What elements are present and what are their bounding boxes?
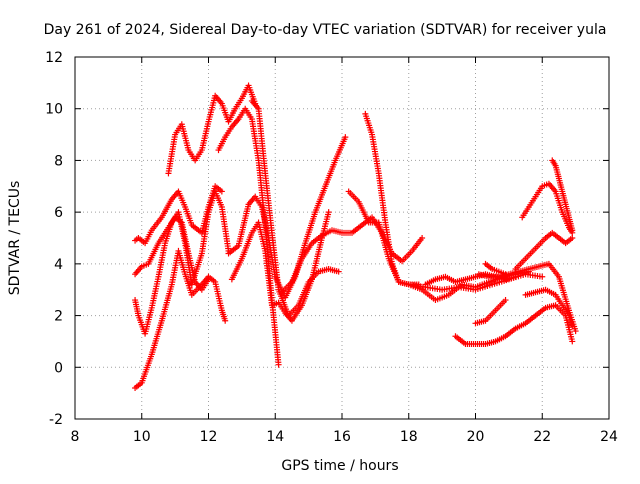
x-tick-label: 22 <box>533 429 551 445</box>
y-axis-label: SDTVAR / TECUs <box>7 181 23 296</box>
x-tick-label: 24 <box>600 429 618 445</box>
data-point <box>539 273 546 280</box>
y-tick-label: -2 <box>49 412 63 428</box>
chart-title: Day 261 of 2024, Sidereal Day-to-day VTE… <box>44 22 607 38</box>
y-tick-label: 8 <box>54 153 63 169</box>
series-track-16 <box>475 260 579 335</box>
data-point <box>569 235 576 241</box>
x-tick-label: 20 <box>467 429 485 445</box>
data-point <box>572 328 579 335</box>
x-tick-label: 12 <box>200 429 218 445</box>
data-point <box>335 268 342 275</box>
data-point <box>275 361 282 368</box>
series-track-22 <box>549 157 576 234</box>
x-tick-label: 10 <box>133 429 151 445</box>
x-tick-label: 16 <box>333 429 351 445</box>
x-tick-label: 14 <box>266 429 284 445</box>
data-point <box>342 134 349 141</box>
y-tick-label: 6 <box>54 205 63 221</box>
data-point <box>222 317 229 324</box>
series-track-20 <box>512 229 576 273</box>
data-point <box>205 276 212 283</box>
series-track-2 <box>132 183 225 247</box>
data-point <box>325 209 332 216</box>
series-track-3 <box>132 188 232 337</box>
x-tick-label: 18 <box>400 429 418 445</box>
y-tick-label: 0 <box>54 360 63 376</box>
series-track-15 <box>452 302 576 348</box>
series-track-12 <box>345 188 532 304</box>
series-track-18 <box>482 260 509 278</box>
x-axis-label: GPS time / hours <box>281 458 398 474</box>
series-track-21 <box>522 286 576 329</box>
series-track-13 <box>405 271 546 293</box>
y-tick-label: 2 <box>54 309 63 325</box>
data-point <box>419 235 426 241</box>
data-points <box>132 82 579 391</box>
data-point <box>569 338 576 345</box>
data-point <box>512 273 519 280</box>
data-point <box>502 271 509 278</box>
series-track-9 <box>248 97 342 319</box>
data-point <box>569 322 576 329</box>
series-track-19 <box>519 180 576 236</box>
y-tick-label: 4 <box>54 257 63 273</box>
series-track-4 <box>132 214 212 293</box>
data-point <box>569 227 576 234</box>
x-tick-label: 8 <box>71 429 80 445</box>
data-point <box>218 188 225 195</box>
data-point <box>502 297 509 304</box>
series-track-17 <box>472 297 509 327</box>
y-tick-label: 12 <box>45 50 63 66</box>
y-tick-label: 10 <box>45 102 63 118</box>
